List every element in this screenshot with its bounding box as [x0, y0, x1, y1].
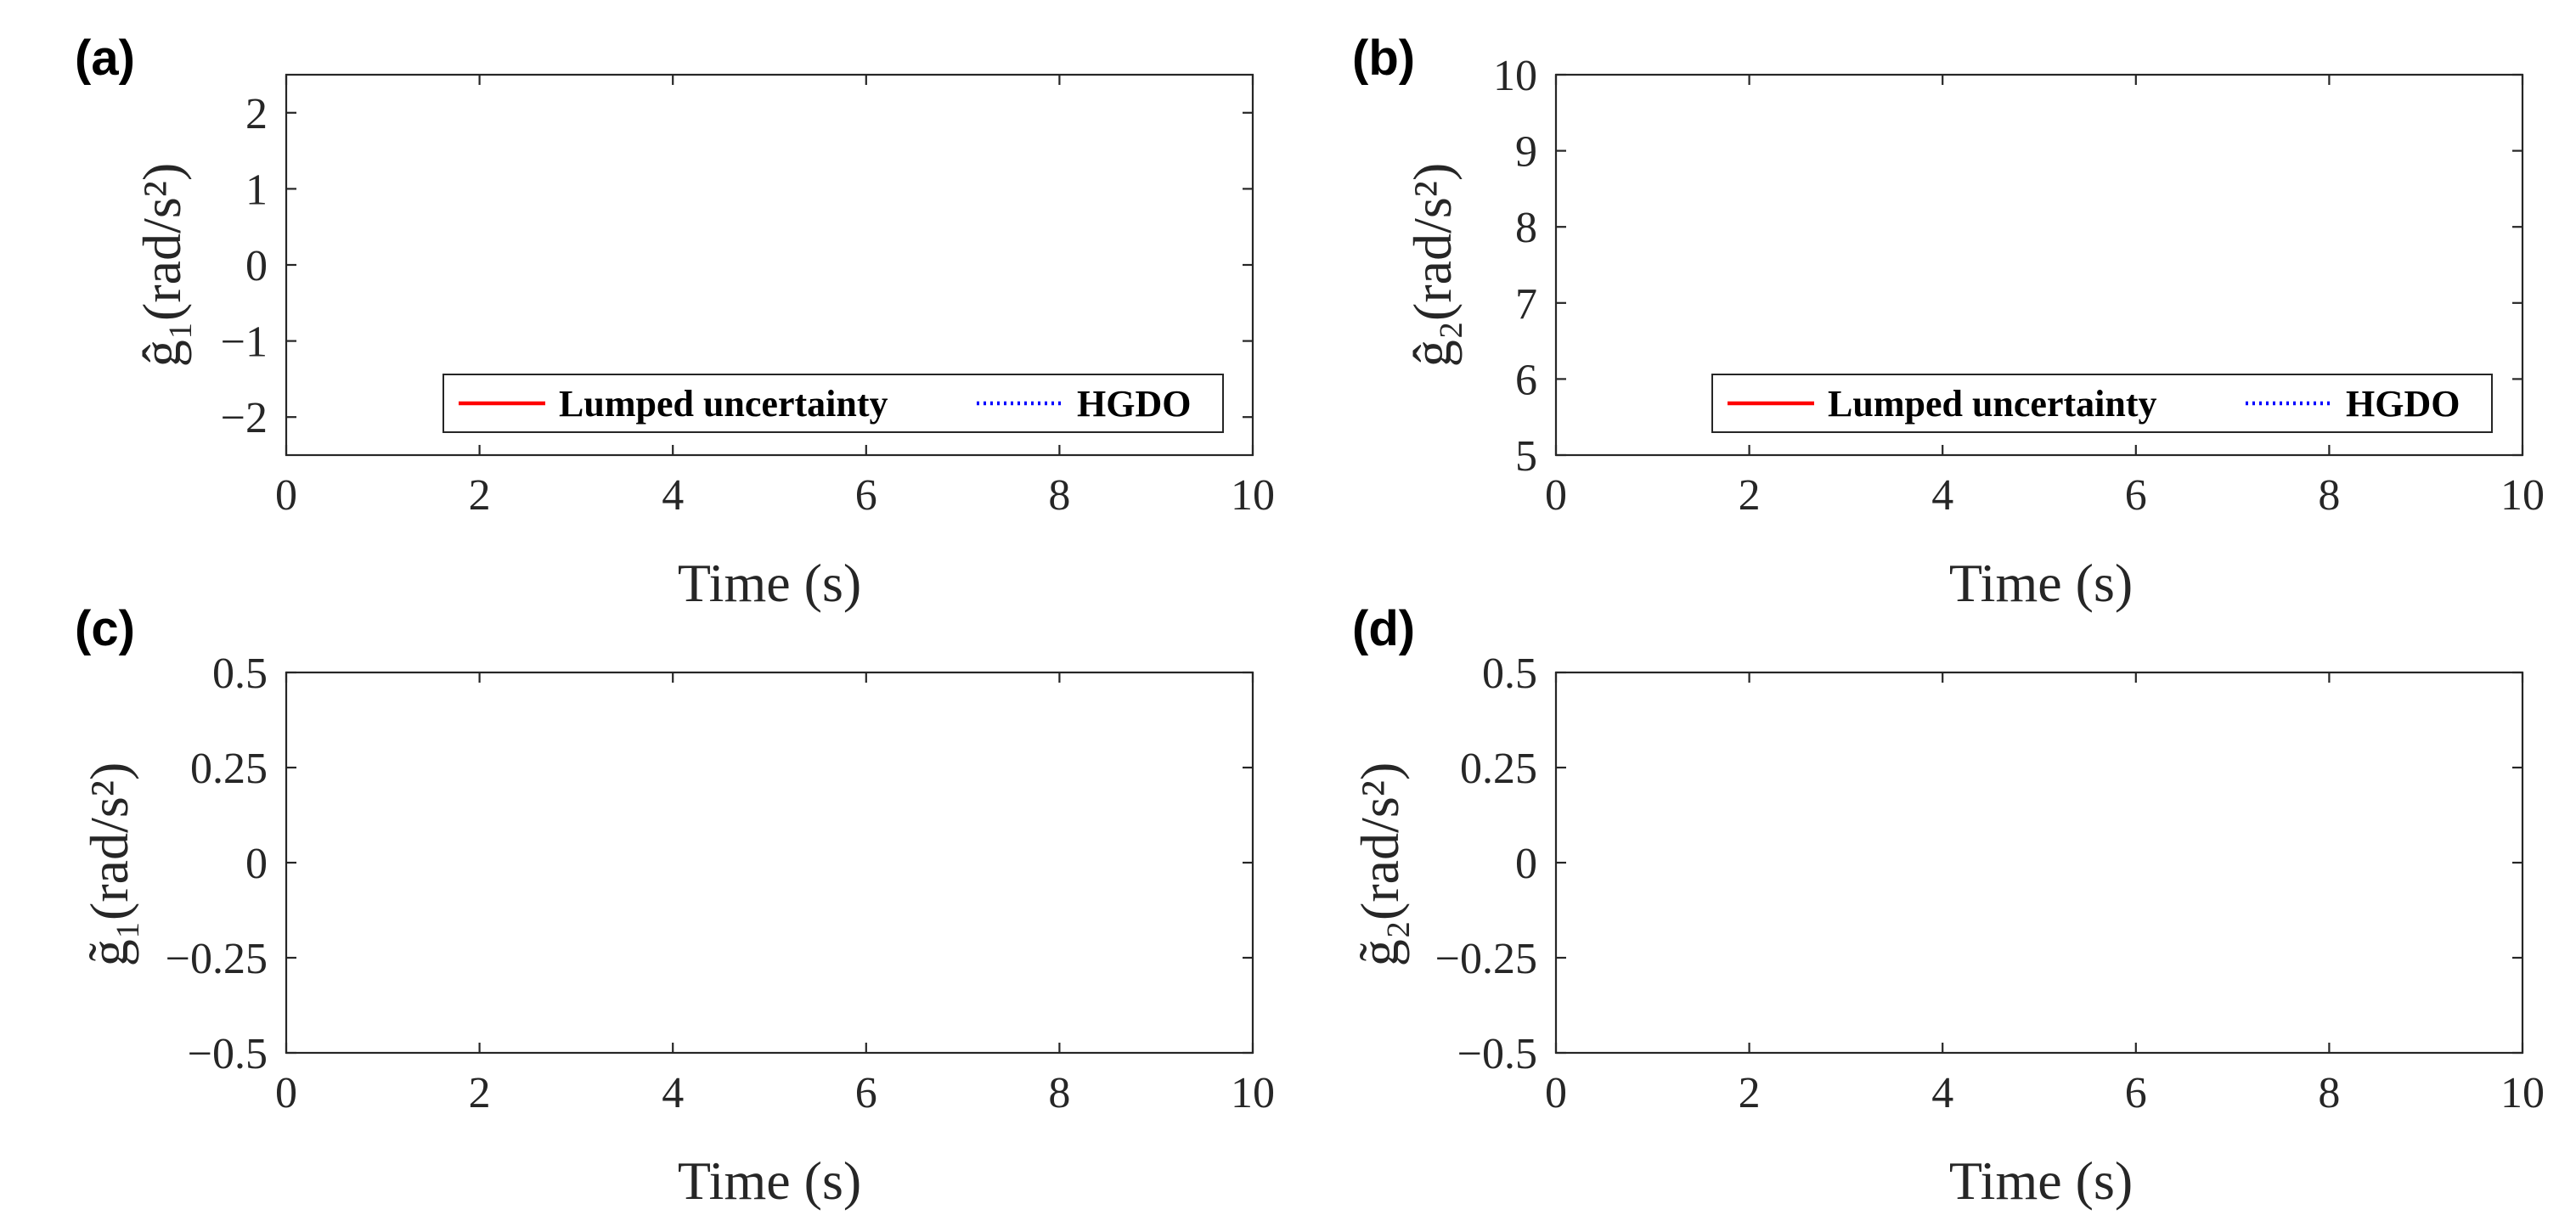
y-axis-label-c: g̃₁(rad/s²) — [79, 762, 139, 967]
plot-frame-d — [1554, 671, 2524, 1055]
y-tick-label-a-2: 0 — [245, 242, 268, 290]
x-axis-label-a: Time (s) — [678, 553, 861, 613]
x-tick-label-a-0: 0 — [275, 471, 297, 520]
x-axis-label-d: Time (s) — [1949, 1150, 2133, 1211]
x-tick-label-a-4: 8 — [1048, 471, 1070, 520]
x-tick-label-b-5: 10 — [2500, 471, 2545, 520]
legend-box-a — [442, 374, 1224, 433]
plot-frame-c — [285, 671, 1254, 1055]
y-tick-label-a-1: −1 — [221, 318, 268, 367]
panel-label-b: (b) — [1352, 31, 1415, 86]
x-tick-label-c-0: 0 — [275, 1069, 297, 1117]
x-tick-label-b-0: 0 — [1545, 471, 1567, 520]
y-tick-label-d-4: 0.5 — [1482, 650, 1537, 698]
legend-label-lumped-a: Lumped uncertainty — [559, 383, 888, 425]
x-tick-label-a-2: 4 — [662, 471, 684, 520]
y-tick-label-d-0: −0.5 — [1457, 1030, 1537, 1078]
panel-a: (a) ĝ₁(rad/s²) Time (s) 0 2 4 6 8 10 −2 −1 0 1 2 L… — [75, 31, 1275, 613]
legend-b: Lumped uncertainty HGDO — [1711, 374, 2493, 433]
x-tick-label-c-1: 2 — [469, 1069, 491, 1117]
x-axis-label-c: Time (s) — [678, 1150, 861, 1211]
y-tick-label-d-1: −0.25 — [1435, 935, 1537, 983]
panel-label-d: (d) — [1352, 601, 1415, 656]
y-tick-label-b-1: 6 — [1515, 356, 1537, 404]
ticks-b: 0 2 4 6 8 10 5 6 7 8 9 10 — [1493, 52, 2545, 520]
x-tick-label-c-2: 4 — [662, 1069, 684, 1117]
x-tick-label-b-4: 8 — [2318, 471, 2340, 520]
ticks-c: 0 2 4 6 8 10 −0.5 −0.25 0 0.25 0.5 — [166, 650, 1275, 1117]
y-axis-label-d: g̃₂(rad/s²) — [1350, 762, 1410, 967]
y-tick-label-a-4: 2 — [245, 90, 268, 138]
x-tick-label-a-1: 2 — [469, 471, 491, 520]
y-axis-label-b: ĝ₂(rad/s²) — [1402, 163, 1463, 368]
legend-label-hgdo-a: HGDO — [1077, 383, 1191, 425]
ticks-d: 0 2 4 6 8 10 −0.5 −0.25 0 0.25 0.5 — [1435, 650, 2545, 1117]
y-tick-label-d-2: 0 — [1515, 840, 1537, 888]
x-tick-label-d-1: 2 — [1739, 1069, 1761, 1117]
x-tick-label-c-5: 10 — [1231, 1069, 1275, 1117]
panel-label-c: (c) — [75, 601, 135, 656]
x-tick-label-d-3: 6 — [2125, 1069, 2147, 1117]
x-tick-label-d-5: 10 — [2500, 1069, 2545, 1117]
y-tick-label-c-2: 0 — [245, 840, 268, 888]
x-tick-label-d-0: 0 — [1545, 1069, 1567, 1117]
y-tick-label-a-3: 1 — [245, 166, 268, 214]
y-tick-label-b-5: 10 — [1493, 52, 1537, 100]
legend-label-hgdo-b: HGDO — [2346, 383, 2460, 425]
y-tick-label-c-1: −0.25 — [166, 935, 268, 983]
panel-d: (d) g̃₂(rad/s²) Time (s) 0 2 4 6 8 10 −0.5 −0.2… — [1350, 601, 2545, 1211]
y-tick-label-c-0: −0.5 — [188, 1030, 268, 1078]
legend-label-lumped-b: Lumped uncertainty — [1828, 383, 2156, 425]
y-tick-label-b-4: 9 — [1515, 128, 1537, 177]
x-axis-label-b: Time (s) — [1949, 553, 2133, 613]
panel-label-a: (a) — [75, 31, 135, 86]
x-tick-label-b-1: 2 — [1739, 471, 1761, 520]
x-tick-label-d-2: 4 — [1931, 1069, 1953, 1117]
x-tick-label-c-4: 8 — [1048, 1069, 1070, 1117]
x-tick-label-d-4: 8 — [2318, 1069, 2340, 1117]
legend-box-b — [1711, 374, 2493, 433]
y-tick-label-c-4: 0.5 — [212, 650, 268, 698]
y-tick-label-a-0: −2 — [221, 394, 268, 442]
y-tick-label-c-3: 0.25 — [190, 745, 268, 793]
legend-a: Lumped uncertainty HGDO — [442, 374, 1224, 433]
y-tick-label-b-3: 8 — [1515, 204, 1537, 252]
x-tick-label-a-3: 6 — [855, 471, 877, 520]
y-tick-label-d-3: 0.25 — [1460, 745, 1537, 793]
y-tick-label-b-2: 7 — [1515, 280, 1537, 329]
x-tick-label-b-2: 4 — [1931, 471, 1953, 520]
x-tick-label-a-5: 10 — [1231, 471, 1275, 520]
x-tick-label-b-3: 6 — [2125, 471, 2147, 520]
panel-b: (b) ĝ₂(rad/s²) Time (s) 0 2 4 6 8 10 5 6 7 8 9 10 L… — [1352, 31, 2545, 613]
panel-c: (c) g̃₁(rad/s²) Time (s) 0 2 4 6 8 10 −0.5 −0.2… — [75, 601, 1275, 1211]
y-axis-label-a: ĝ₁(rad/s²) — [132, 163, 192, 368]
ticks-a: 0 2 4 6 8 10 −2 −1 0 1 2 — [221, 75, 1275, 520]
y-tick-label-b-0: 5 — [1515, 432, 1537, 481]
x-tick-label-c-3: 6 — [855, 1069, 877, 1117]
